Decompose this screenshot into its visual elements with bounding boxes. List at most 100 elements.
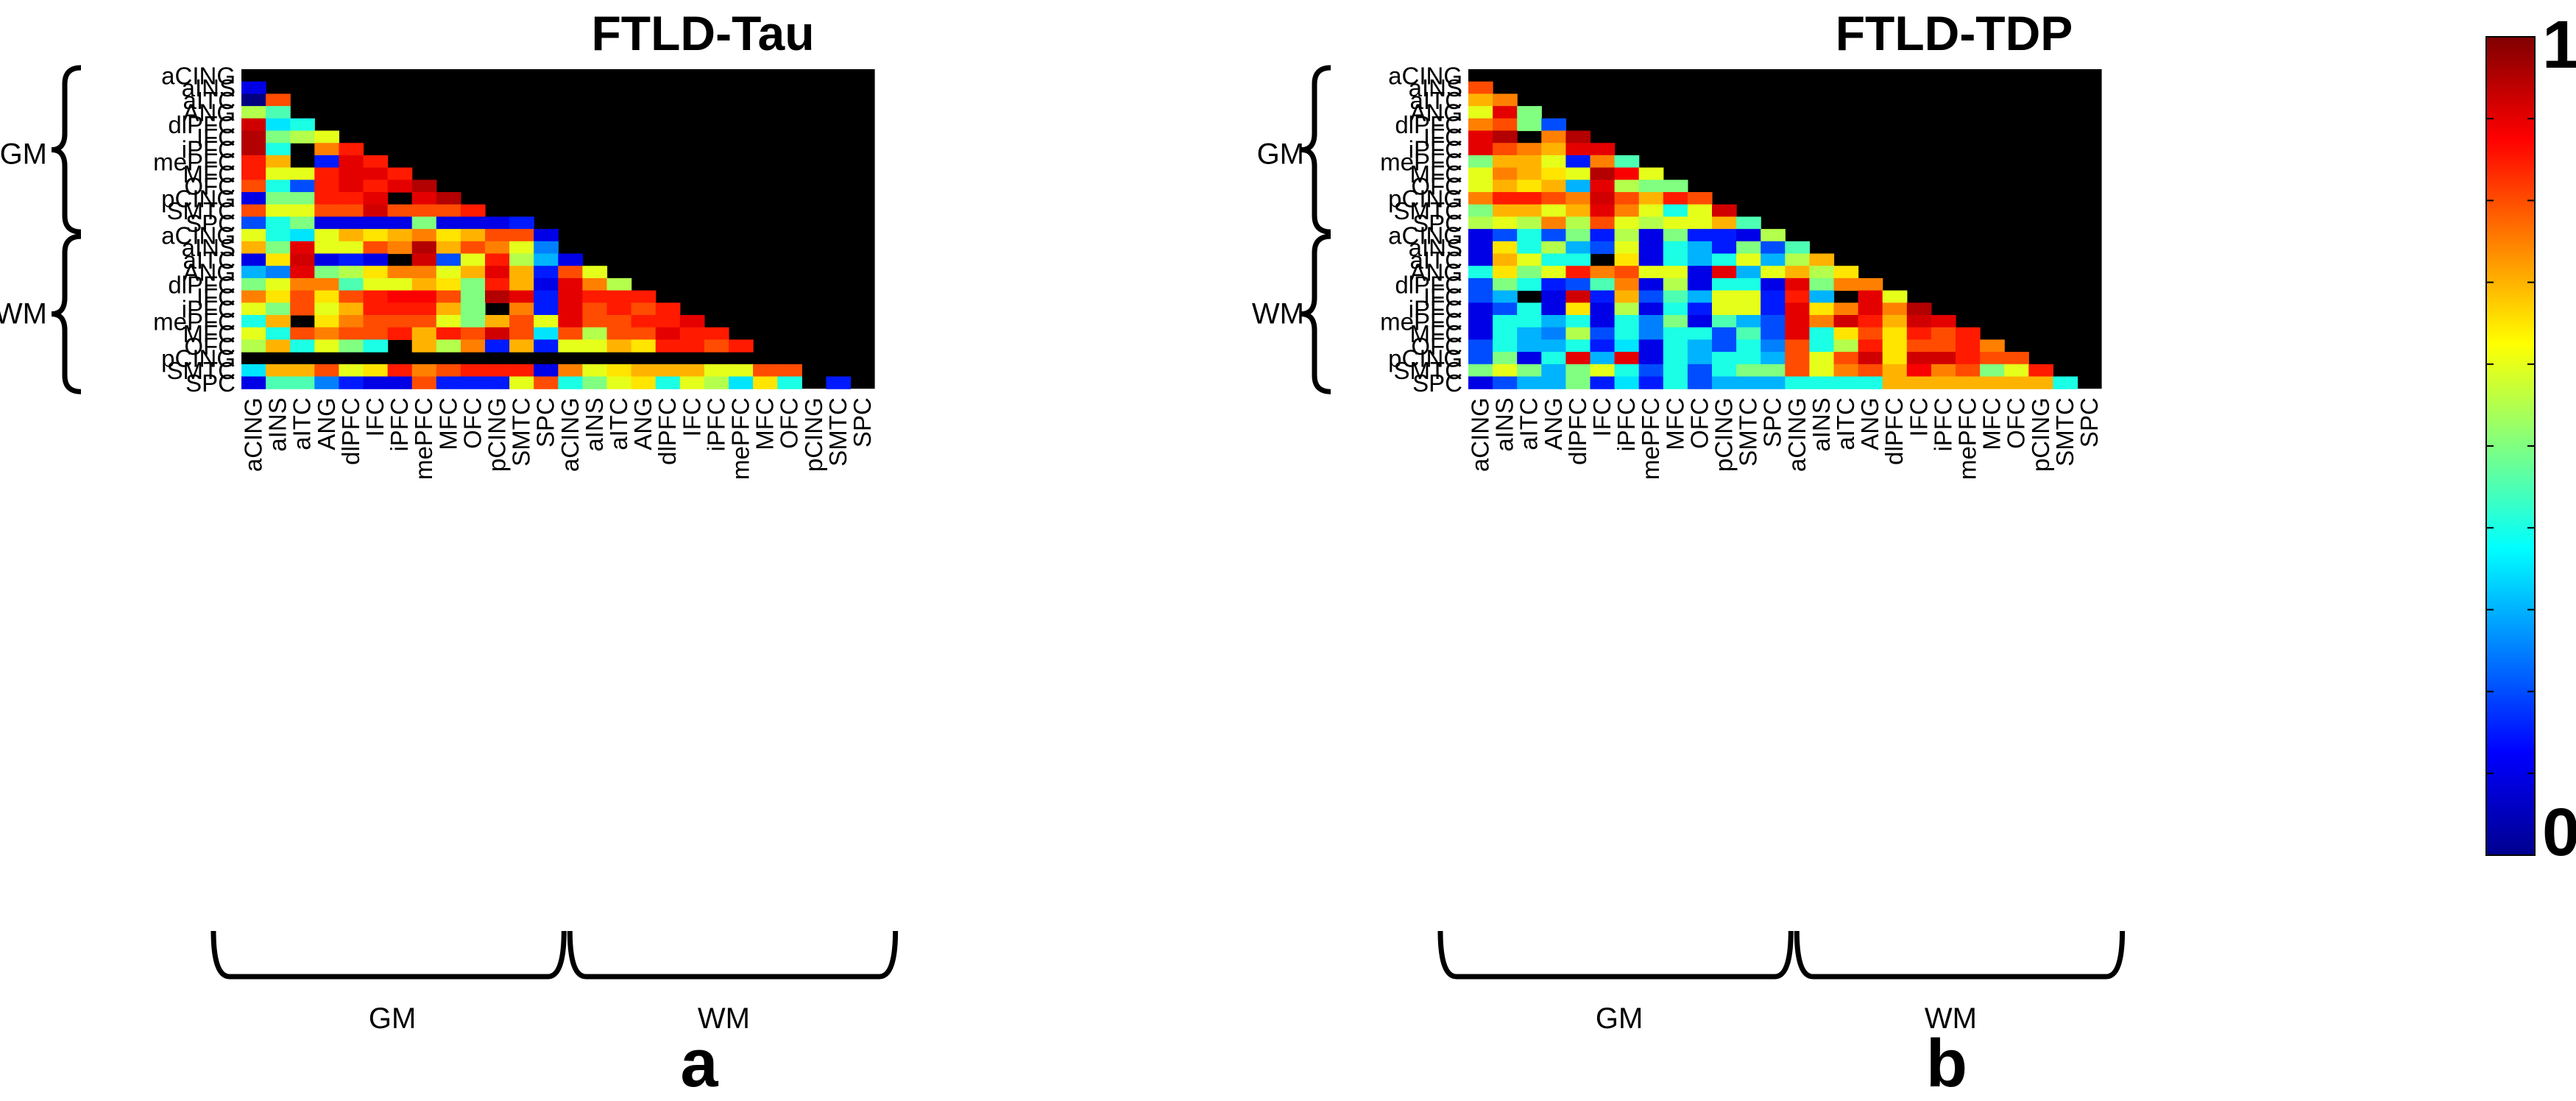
row-label: SPC	[185, 369, 236, 397]
heatmap-cell-tdp	[1541, 277, 1566, 291]
panel-a-title: FTLD-Tau	[591, 6, 814, 60]
heatmap-cell-tau	[266, 155, 291, 169]
heatmap-cell-tau	[679, 327, 705, 340]
heatmap-cell-tdp	[1687, 327, 1713, 340]
wm-row-group-label: WM	[0, 298, 47, 330]
heatmap-cell-tdp	[1541, 118, 1566, 132]
heatmap-cell-tdp	[1614, 192, 1640, 205]
col-label: MFC	[434, 397, 461, 450]
col-label: SPC	[1759, 397, 1786, 447]
col-label: OFC	[1685, 397, 1713, 449]
heatmap-cell-tau	[314, 315, 339, 328]
heatmap-cell-tdp	[1809, 290, 1835, 303]
col-label: IFC	[1588, 397, 1616, 436]
heatmap-cell-tau	[485, 327, 510, 340]
heatmap-cell-tdp	[1833, 302, 1859, 316]
heatmap-cell-tdp	[1809, 376, 1835, 389]
row-label: IFC	[1423, 124, 1462, 151]
row-label: SPC	[185, 210, 236, 237]
heatmap-cell-tau	[387, 229, 413, 242]
heatmap-cell-tdp	[1663, 339, 1688, 353]
heatmap-cell-tdp	[1858, 290, 1883, 303]
heatmap-cell-tdp	[1809, 327, 1835, 340]
row-label: mePFC	[153, 148, 236, 175]
heatmap-cell-tau	[266, 167, 291, 180]
heatmap-cell-tdp	[1541, 376, 1566, 389]
heatmap-cell-tau	[534, 327, 559, 340]
heatmap-cell-tau	[436, 216, 461, 230]
heatmap-cell-tau	[534, 315, 559, 328]
heatmap-cell-tau	[266, 266, 291, 279]
heatmap-cell-tau	[241, 315, 266, 328]
row-label: ANG	[1409, 99, 1462, 126]
heatmap-cell-tdp	[1687, 229, 1713, 242]
heatmap-cell-tau	[436, 364, 461, 378]
heatmap-cell-tau	[387, 241, 413, 255]
col-label: iPFC	[702, 397, 729, 451]
heatmap-cell-tau	[460, 302, 486, 316]
heatmap-cell-tdp	[1687, 216, 1713, 230]
heatmap-cell-tau	[241, 229, 266, 242]
heatmap-cell-tau	[241, 290, 266, 303]
heatmap-cell-tdp	[1614, 180, 1640, 193]
heatmap-cell-tdp	[1931, 315, 1956, 328]
heatmap-cell-tdp	[1614, 277, 1640, 291]
heatmap-cell-tau	[314, 216, 339, 230]
heatmap-cell-tau	[314, 253, 339, 266]
heatmap-cell-tau	[314, 290, 339, 303]
heatmap-cell-tdp	[1541, 327, 1566, 340]
heatmap-cell-tau	[339, 266, 364, 279]
heatmap-cell-tau	[606, 290, 632, 303]
heatmap-cell-tdp	[1761, 290, 1786, 303]
heatmap-cell-tdp	[1712, 266, 1737, 279]
heatmap-cell-tdp	[1638, 290, 1664, 303]
heatmap-cell-tau	[290, 327, 315, 340]
heatmap-cell-tau	[509, 327, 534, 340]
heatmap-cell-tdp	[1687, 290, 1713, 303]
heatmap-cell-tdp	[1956, 376, 1981, 389]
heatmap-cell-tdp	[1761, 266, 1786, 279]
heatmap-cell-tau	[266, 130, 291, 144]
heatmap-cell-tdp	[1833, 339, 1859, 353]
heatmap-cell-tau	[704, 364, 729, 378]
heatmap-cell-tau	[509, 216, 534, 230]
heatmap-cell-tdp	[1736, 302, 1761, 316]
heatmap-cell-tau	[411, 290, 437, 303]
heatmap-cell-tdp	[1541, 364, 1566, 378]
heatmap-cell-tdp	[1687, 315, 1713, 328]
heatmap-cell-tdp	[1785, 302, 1810, 316]
row-label: IFC	[197, 283, 236, 311]
heatmap-cell-tdp	[2004, 352, 2029, 365]
heatmap-cell-tdp	[1565, 327, 1591, 340]
heatmap-cell-tau	[485, 266, 510, 279]
heatmap-cell-tau	[509, 339, 534, 353]
heatmap-cell-tdp	[1931, 352, 1956, 365]
heatmap-cell-tau	[241, 339, 266, 353]
heatmap-cell-tdp	[1712, 364, 1737, 378]
heatmap-cell-tau	[558, 327, 583, 340]
heatmap-cell-tdp	[1687, 253, 1713, 266]
heatmap-cell-tau	[558, 339, 583, 353]
heatmap-cell-tdp	[1858, 327, 1883, 340]
heatmap-cell-tau	[314, 277, 339, 291]
heatmap-cell-tau	[436, 229, 461, 242]
heatmap-cell-tdp	[1663, 192, 1688, 205]
heatmap-cell-tdp	[1590, 376, 1616, 389]
heatmap-cell-tdp	[1468, 180, 1493, 193]
heatmap-cell-tau	[266, 93, 291, 107]
heatmap-cell-tau	[679, 339, 705, 353]
heatmap-cell-tdp	[1565, 180, 1591, 193]
heatmap-cell-tdp	[1590, 143, 1616, 156]
heatmap-cell-tau	[266, 364, 291, 378]
heatmap-cell-tau	[339, 180, 364, 193]
heatmap-cell-tau	[387, 302, 413, 316]
row-label: SMTC	[1394, 197, 1463, 224]
heatmap-cell-tdp	[1712, 327, 1737, 340]
heatmap-cell-tau	[241, 266, 266, 279]
col-label: MFC	[751, 397, 779, 450]
heatmap-cell-tau	[485, 253, 510, 266]
row-label: iPFC	[182, 296, 236, 323]
heatmap-cell-tau	[314, 339, 339, 353]
panel-ftld-tdp: FTLD-TDP aCINGaINSaITCANGdlPFCIFCiPFCmeP…	[1252, 6, 2126, 1101]
